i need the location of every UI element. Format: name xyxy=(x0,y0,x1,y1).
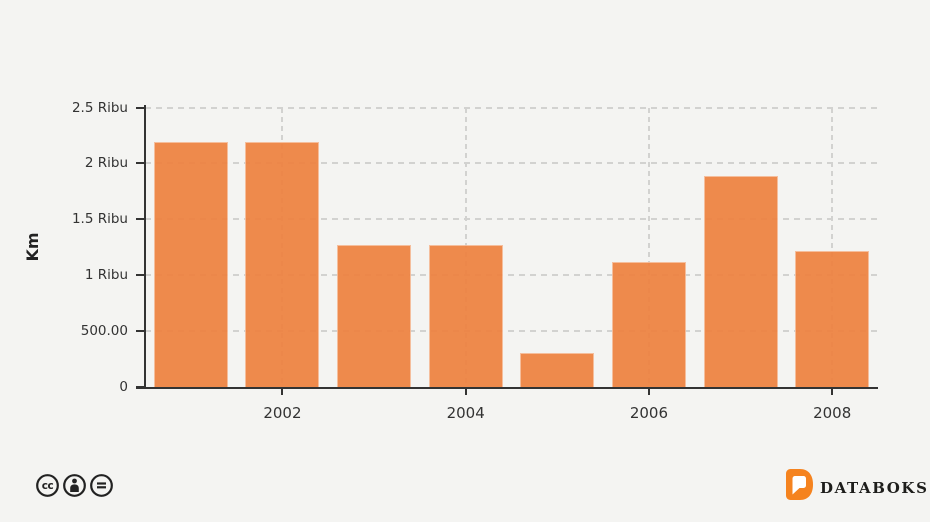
y-tick-label: 2.5 Ribu xyxy=(71,99,128,116)
databoks-wordmark: DATABOKS xyxy=(820,478,929,497)
gridline-vertical xyxy=(831,107,834,387)
x-tick xyxy=(831,389,834,395)
x-axis-line xyxy=(136,386,878,389)
cc-by-icon xyxy=(63,474,86,497)
bar-2008 xyxy=(795,251,870,389)
bar-2003 xyxy=(337,244,412,389)
y-tick xyxy=(136,162,145,165)
y-tick-label: 1 Ribu xyxy=(84,266,128,283)
y-axis-line xyxy=(143,105,146,389)
y-tick xyxy=(136,106,145,109)
bar-2001 xyxy=(153,142,228,389)
y-tick xyxy=(136,273,145,276)
x-tick-label: 2008 xyxy=(813,404,852,422)
cc-icon: cc xyxy=(36,474,59,497)
svg-text:cc: cc xyxy=(42,480,54,492)
gridline-horizontal xyxy=(145,162,878,165)
bar-2006 xyxy=(611,262,686,389)
databoks-logo-icon xyxy=(786,469,813,500)
x-tick-label: 2006 xyxy=(629,404,669,422)
x-tick-label: 2004 xyxy=(446,404,485,422)
y-tick-label: 500.00 xyxy=(80,322,128,339)
x-tick xyxy=(464,389,467,395)
y-tick-label: 2 Ribu xyxy=(84,155,128,172)
gridline-horizontal xyxy=(145,218,878,221)
gridline-horizontal xyxy=(145,329,878,332)
bar-2004 xyxy=(428,244,503,389)
y-tick xyxy=(136,385,145,388)
y-tick xyxy=(136,218,145,221)
x-tick-label: 2002 xyxy=(263,404,302,422)
x-tick xyxy=(281,389,284,395)
gridline-horizontal xyxy=(145,273,878,276)
gridline-horizontal xyxy=(145,106,878,109)
databoks-logo: DATABOKS xyxy=(786,469,929,500)
y-tick xyxy=(136,329,145,332)
cc-nd-icon xyxy=(90,474,113,497)
bar-2005 xyxy=(520,353,595,389)
y-tick-label: 0 xyxy=(119,378,128,395)
y-tick-label: 1.5 Ribu xyxy=(71,211,128,228)
x-tick xyxy=(647,389,650,395)
gridline-vertical xyxy=(647,107,650,387)
bar-2007 xyxy=(703,176,778,389)
bar-2002 xyxy=(245,142,320,389)
license-badges: cc xyxy=(34,472,115,499)
